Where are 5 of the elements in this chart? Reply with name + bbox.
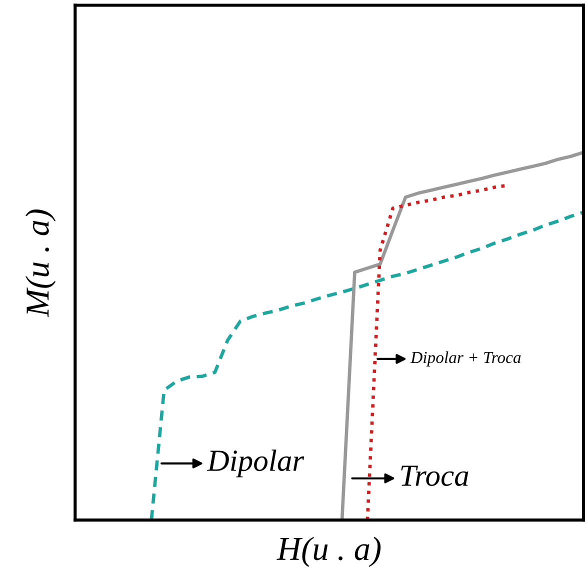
annotation: Dipolar + Troca [410, 351, 521, 366]
annotation: Troca [401, 466, 468, 486]
y-axis-title: M(u . a) [25, 210, 56, 318]
annotation: Dipolar [206, 450, 304, 478]
x-axis-title: H(u . a) [276, 536, 381, 567]
